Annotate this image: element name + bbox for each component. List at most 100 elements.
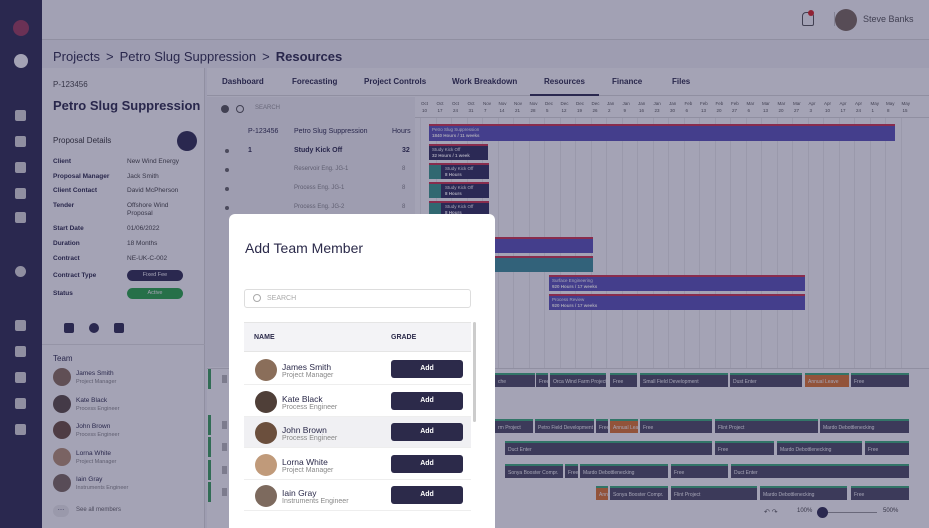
field-value: 18 Months: [127, 240, 158, 247]
allocation[interactable]: Mardo Debottlenecking: [777, 441, 862, 455]
breadcrumb-item[interactable]: Projects: [53, 49, 100, 64]
nav-icon[interactable]: [15, 188, 26, 199]
allocation[interactable]: Ann: [596, 486, 608, 500]
week-month: Feb: [700, 101, 708, 106]
action-icon[interactable]: [64, 323, 74, 333]
gantt-bar[interactable]: Study Kick Off 8 Hours: [429, 201, 489, 217]
nav-icon[interactable]: [15, 162, 26, 173]
allocation[interactable]: Annual Leave: [610, 419, 638, 433]
gantt-bar[interactable]: Study Kick Off 8 Hours: [429, 163, 489, 179]
allocation[interactable]: Sonya Booster Compr.: [505, 464, 563, 478]
week-day: 10: [422, 108, 428, 113]
nav-icon[interactable]: [15, 372, 26, 383]
scrollbar[interactable]: [473, 322, 476, 422]
allocation[interactable]: rm Project: [495, 419, 533, 433]
modal-search[interactable]: SEARCH: [244, 289, 471, 308]
allocation[interactable]: Free: [640, 419, 712, 433]
gantt-bar[interactable]: Process Review 920 Hours / 17 weeks: [549, 294, 805, 310]
edit-button[interactable]: [177, 131, 197, 151]
action-icon[interactable]: [114, 323, 124, 333]
allocation[interactable]: Free: [865, 441, 909, 455]
collapse-button[interactable]: [221, 105, 229, 113]
allocation[interactable]: Free: [610, 373, 637, 387]
allocation[interactable]: Annual Leave: [805, 373, 849, 387]
row-toggle[interactable]: [225, 206, 229, 210]
tab[interactable]: Resources: [530, 77, 599, 96]
allocation[interactable]: Free: [596, 419, 608, 433]
nav-icon[interactable]: [15, 398, 26, 409]
allocation[interactable]: Sonya Booster Compr.: [610, 486, 668, 500]
row-icon: [222, 421, 227, 429]
week-day: 12: [561, 108, 567, 113]
allocation[interactable]: Mardo Debottlenecking: [760, 486, 847, 500]
add-button[interactable]: [14, 54, 28, 68]
tab[interactable]: Project Controls: [364, 77, 427, 86]
nav-icon[interactable]: [15, 424, 26, 435]
allocation[interactable]: Free: [671, 464, 728, 478]
undo-redo[interactable]: ↶ ↷: [764, 509, 778, 516]
add-button[interactable]: Add: [391, 454, 463, 473]
add-button[interactable]: Add: [391, 486, 463, 504]
nav-icon[interactable]: [15, 346, 26, 357]
week-month: Oct: [452, 101, 460, 106]
gantt-bar[interactable]: Surface Engineering 920 Hours / 17 weeks: [549, 275, 805, 291]
row-toggle[interactable]: [225, 168, 229, 172]
bar-detail: 920 Hours / 17 weeks: [552, 303, 598, 308]
gantt-bar[interactable]: Study Kick Off 8 Hours: [429, 182, 489, 198]
gantt-bar[interactable]: Petro Slug Suppression 1840 Hours / 11 we…: [429, 124, 895, 141]
add-row-button[interactable]: [236, 105, 244, 113]
allocation[interactable]: Duct Enter: [731, 464, 909, 478]
allocation[interactable]: Mardo Debottlenecking: [820, 419, 909, 433]
allocation[interactable]: Flint Project: [671, 486, 757, 500]
allocation[interactable]: Orca Wind Farm Project: [550, 373, 606, 387]
action-icon[interactable]: [89, 323, 99, 333]
allocation[interactable]: Free: [851, 373, 909, 387]
user-avatar[interactable]: [835, 9, 857, 31]
nav-icon[interactable]: [15, 212, 26, 223]
row-toggle[interactable]: [225, 149, 229, 153]
field-label: Client Contact: [53, 187, 98, 194]
nav-icon[interactable]: [15, 320, 26, 331]
gantt-bar[interactable]: Study Kick Off 32 Hours / 1 week: [429, 144, 488, 160]
add-button[interactable]: Add: [391, 360, 463, 378]
allocation[interactable]: Dust Enter: [730, 373, 802, 387]
tab[interactable]: Dashboard: [222, 77, 264, 86]
breadcrumb-item[interactable]: Petro Slug Suppression: [119, 49, 257, 64]
allocation[interactable]: che: [495, 373, 535, 387]
tab[interactable]: Forecasting: [292, 77, 338, 86]
nav-icon[interactable]: [15, 266, 26, 277]
allocation[interactable]: Free: [715, 441, 774, 455]
member-avatar: [255, 390, 277, 413]
tab[interactable]: Files: [672, 77, 691, 86]
nav-icon[interactable]: [15, 136, 26, 147]
logo: [13, 20, 29, 36]
allocation[interactable]: Free: [565, 464, 578, 478]
zoom-max: 500%: [883, 508, 899, 514]
bar-detail: 8 Hours: [445, 172, 462, 177]
allocation[interactable]: Duct Enter: [505, 441, 712, 455]
field-pill[interactable]: Fixed Fee: [127, 270, 183, 281]
zoom-handle[interactable]: [817, 507, 828, 518]
allocation[interactable]: Free: [536, 373, 548, 387]
table-search[interactable]: SEARCH: [255, 105, 281, 111]
tab[interactable]: Finance: [612, 77, 643, 86]
allocation[interactable]: Small Field Development: [640, 373, 728, 387]
member-role: Project Manager: [76, 458, 117, 465]
tab[interactable]: Work Breakdown: [452, 77, 518, 86]
table-header: Hours: [392, 128, 411, 135]
see-all-members[interactable]: See all members: [76, 507, 122, 513]
allocation[interactable]: Petro Field Development: [535, 419, 594, 433]
nav-icon[interactable]: [15, 110, 26, 121]
status-pill[interactable]: Active: [127, 288, 183, 299]
allocation[interactable]: Free: [851, 486, 909, 500]
member-name: James Smith: [76, 370, 114, 377]
user-name[interactable]: Steve Banks: [863, 14, 914, 24]
row-toggle[interactable]: [225, 187, 229, 191]
allocation[interactable]: Flint Project: [715, 419, 818, 433]
add-button[interactable]: Add: [391, 423, 463, 441]
row-marker: [208, 415, 211, 435]
more-button[interactable]: …: [53, 505, 69, 517]
add-button[interactable]: Add: [391, 391, 463, 410]
member-role: Process Engineer: [282, 435, 338, 442]
allocation[interactable]: Mardo Debottlenecking: [580, 464, 668, 478]
